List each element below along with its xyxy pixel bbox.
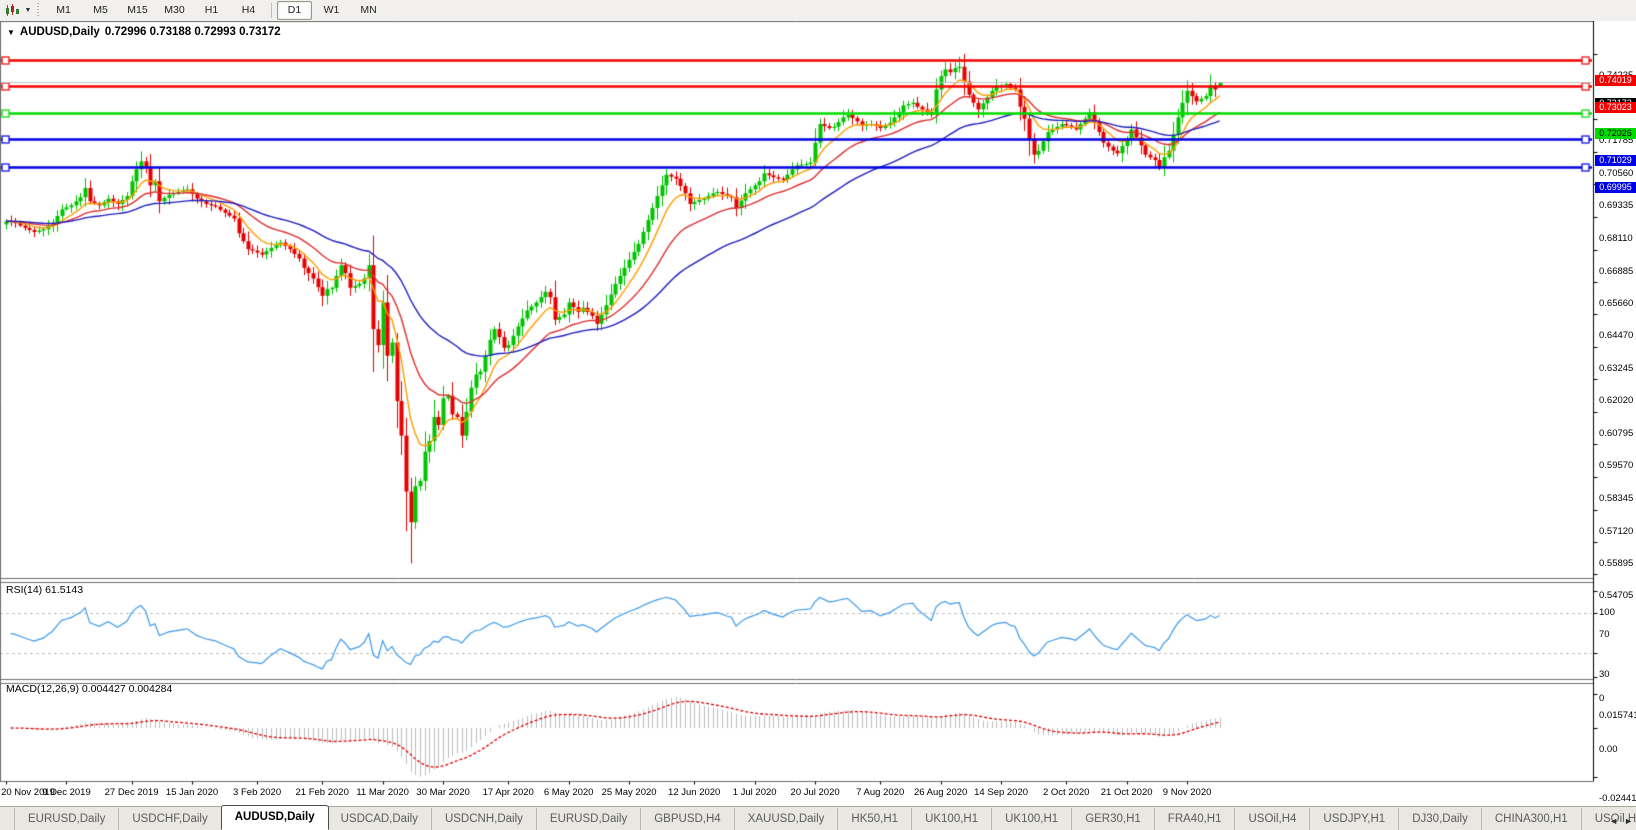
symbol-tab-usoil-13[interactable]: USOil,H4 [1235,808,1311,830]
date-tick-label: 1 Jul 2020 [732,787,777,798]
date-tick-label: 14 Sep 2020 [974,787,1029,798]
date-tick-label: 27 Dec 2019 [104,787,159,798]
price-tick-label: 0.69335 [1599,200,1634,212]
price-chart-canvas[interactable] [0,21,1636,806]
hline-price-label: 0.69995 [1595,182,1636,194]
tab-scroll-left-icon[interactable]: ◄ [1609,816,1619,826]
timeframe-button-h4[interactable]: H4 [241,4,256,16]
date-tick-label: 9 Dec 2019 [42,787,91,798]
timeframe-toolbar: ▼ M1 M5 M15 M30 H1 H4 D1 W1 MN [0,0,1636,22]
ohlc-values: 0.72996 0.73188 0.72993 0.73172 [104,26,281,38]
date-tick-label: 6 May 2020 [543,787,594,798]
price-tick-label: 0.64470 [1599,329,1634,341]
hline-price-label: 0.71029 [1595,154,1636,166]
date-tick-label: 21 Oct 2020 [1100,787,1153,798]
price-tick-label: 0.55895 [1599,558,1634,570]
symbol-tab-usoil-17[interactable]: USOil,H1 [1582,808,1636,830]
toolbar-separator [271,3,272,18]
chart-menu-caret-icon[interactable]: ▼ [7,27,15,37]
symbol-tab-hk50-8[interactable]: HK50,H1 [838,808,913,830]
macd-axis-label: 0.015741 [1599,709,1636,721]
tab-scroll-buttons: ◄ ► [1609,816,1633,826]
timeframe-group: M1 M5 M15 M30 H1 H4 [45,1,267,20]
hline-price-label: 0.73023 [1595,101,1636,113]
date-tick-label: 20 Jul 2020 [790,787,840,798]
timeframe-group-daily: D1 W1 MN [276,1,387,20]
symbol-tab-china300-16[interactable]: CHINA300,H1 [1482,808,1582,830]
price-tick-label: 0.54705 [1599,589,1634,601]
date-tick-label: 9 Nov 2020 [1162,787,1212,798]
timeframe-button-m1[interactable]: M1 [56,4,71,16]
date-tick-label: 12 Jun 2020 [668,787,721,798]
price-tick-label: 0.62020 [1599,395,1634,407]
timeframe-button-m15[interactable]: M15 [127,4,148,16]
macd-indicator-label: MACD(12,26,9) 0.004427 0.004284 [6,683,173,695]
price-tick-label: 0.59570 [1599,460,1634,472]
date-tick-label: 2 Oct 2020 [1042,787,1090,798]
hline-price-label: 0.74019 [1595,75,1636,87]
rsi-indicator-label: RSI(14) 61.5143 [6,584,84,596]
symbol-tab-bar: EURUSD,Daily USDCHF,Daily AUDUSD,Daily USDC… [0,805,1636,830]
symbol-tab-usdcnh-4[interactable]: USDCNH,Daily [432,808,537,830]
hline-price-label: 0.72026 [1595,128,1636,140]
symbol-tab-ger30-11[interactable]: GER30,H1 [1072,808,1155,830]
toolbar-grip-handle[interactable] [36,3,41,18]
symbol-tab-eurusd-0[interactable]: EURUSD,Daily [14,808,120,830]
date-tick-label: 25 May 2020 [601,787,657,798]
candlestick-chart-icon[interactable] [2,2,22,19]
symbol-tab-gbpusd-6[interactable]: GBPUSD,H4 [641,808,735,830]
rsi-axis-label: 100 [1599,607,1615,618]
symbol-tab-fra40-12[interactable]: FRA40,H1 [1155,808,1236,830]
date-tick-label: 21 Feb 2020 [295,787,349,798]
rsi-axis-label: 0 [1599,693,1605,704]
timeframe-button-m30[interactable]: M30 [164,4,185,16]
price-tick-label: 0.57120 [1599,525,1634,537]
symbol-timeframe-label: AUDUSD,Daily [19,26,100,38]
date-tick-label: 17 Apr 2020 [482,787,534,798]
symbol-tab-dj30-15[interactable]: DJ30,Daily [1399,808,1482,830]
symbol-tab-uk100-9[interactable]: UK100,H1 [912,808,993,830]
timeframe-button-d1[interactable]: D1 [277,1,312,20]
price-tick-label: 0.71785 [1599,135,1634,147]
date-tick-label: 26 Aug 2020 [913,787,968,798]
timeframe-button-h1[interactable]: H1 [204,4,219,16]
macd-axis-label: -0.024412 [1599,793,1636,804]
symbol-tab-usdjpy-14[interactable]: USDJPY,H1 [1310,808,1400,830]
price-tick-label: 0.60795 [1599,427,1634,439]
rsi-axis-label: 30 [1599,669,1610,680]
price-tick-label: 0.66885 [1599,265,1634,277]
timeframe-button-m5[interactable]: M5 [93,4,108,16]
date-tick-label: 30 Mar 2020 [416,787,470,798]
tab-scroll-right-icon[interactable]: ► [1624,816,1633,826]
timeframe-button-w1[interactable]: W1 [323,4,340,16]
symbol-tab-xauusd-7[interactable]: XAUUSD,Daily [735,808,839,830]
symbol-tab-usdcad-3[interactable]: USDCAD,Daily [328,808,432,830]
symbol-tab-eurusd-5[interactable]: EURUSD,Daily [537,808,642,830]
price-tick-label: 0.68110 [1599,233,1633,244]
rsi-axis-label: 70 [1599,629,1610,640]
price-tick-label: 0.58345 [1599,493,1634,505]
symbol-tab-uk100-10[interactable]: UK100,H1 [992,808,1073,830]
chart-window: ▼ AUDUSD,Daily 0.72996 0.73188 0.72993 0… [0,21,1636,806]
price-tick-label: 0.65660 [1599,298,1634,310]
date-tick-label: 20 Nov 2019 [1,787,55,798]
date-tick-label: 3 Feb 2020 [233,787,282,798]
price-tick-label: 0.70560 [1599,167,1634,179]
date-tick-label: 15 Jan 2020 [165,787,219,798]
chart-title: ▼ AUDUSD,Daily 0.72996 0.73188 0.72993 0… [7,26,281,38]
macd-axis-label: 0.00 [1599,744,1618,755]
symbol-tab-audusd-2[interactable]: AUDUSD,Daily [220,805,329,830]
date-tick-label: 7 Aug 2020 [856,787,905,798]
timeframe-button-mn[interactable]: MN [360,4,377,16]
date-tick-label: 11 Mar 2020 [356,787,409,798]
symbol-tab-usdchf-1[interactable]: USDCHF,Daily [119,808,222,830]
price-tick-label: 0.63245 [1599,362,1634,374]
chevron-down-icon[interactable]: ▼ [24,7,32,14]
